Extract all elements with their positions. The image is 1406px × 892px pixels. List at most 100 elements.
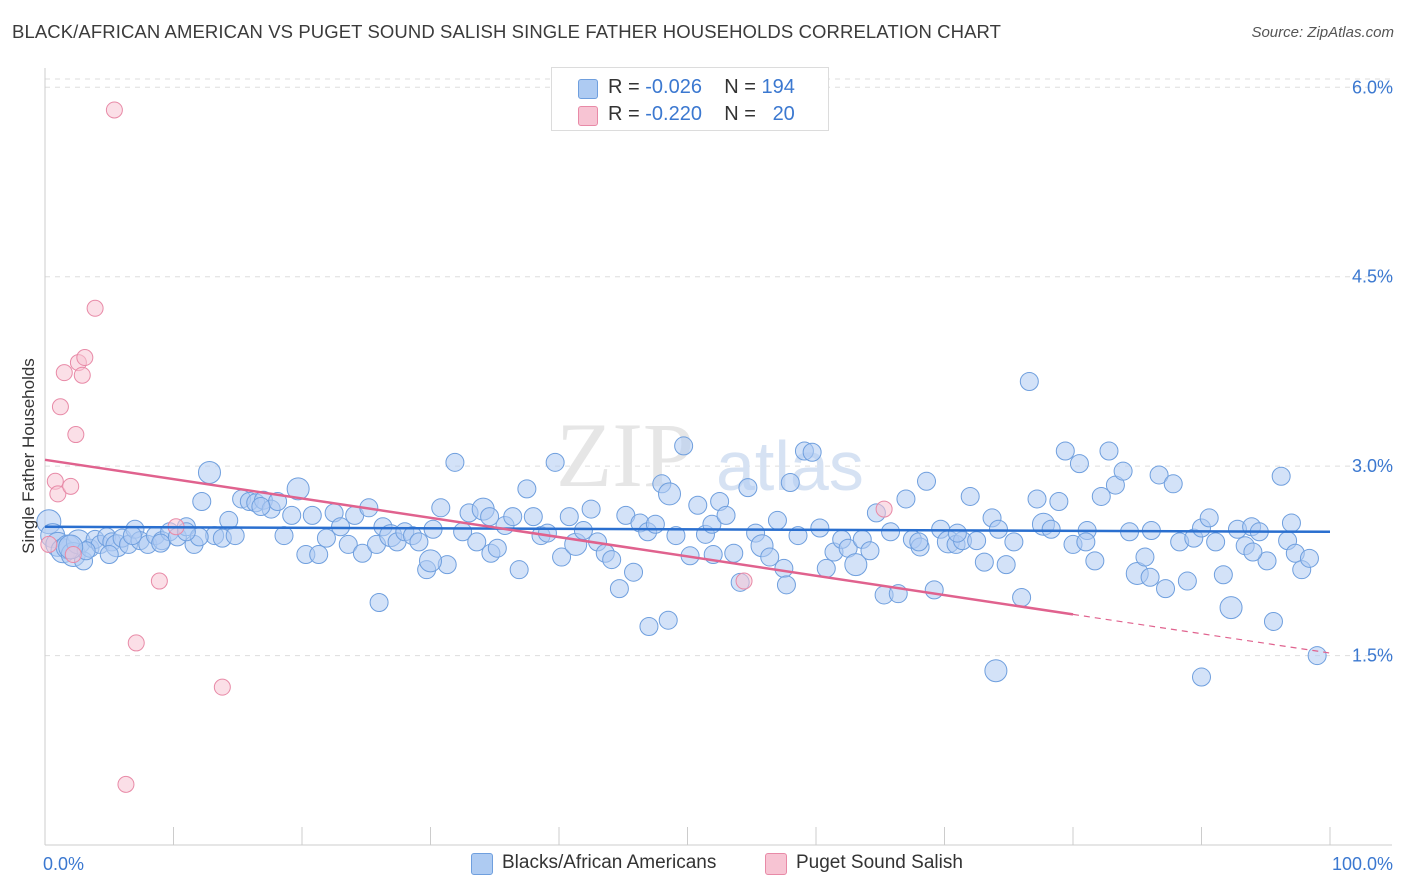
point-blacks (624, 562, 644, 582)
point-blacks (896, 489, 916, 509)
point-blacks (545, 452, 565, 472)
point-blacks (960, 486, 980, 506)
watermark-atlas: atlas (716, 427, 864, 505)
point-blacks (780, 473, 800, 493)
legend-r-label: R = (608, 76, 640, 98)
point-blacks (369, 593, 389, 613)
point-blacks (509, 560, 529, 580)
point-blacks (674, 436, 694, 456)
point-blacks (487, 538, 507, 558)
point-salish (49, 485, 67, 503)
point-blacks (251, 497, 271, 517)
trendline-salish (44, 458, 1074, 616)
point-blacks (1012, 587, 1032, 607)
point-blacks (767, 510, 787, 530)
point-blacks (1192, 667, 1211, 687)
trendline-salish-extension (1072, 613, 1331, 654)
legend-n-value: 194 (761, 76, 795, 98)
point-blacks (909, 532, 929, 552)
point-blacks (1199, 508, 1219, 528)
point-salish (73, 366, 91, 384)
x-tick-label-start: 0.0% (43, 854, 84, 874)
point-blacks (658, 610, 678, 630)
point-blacks (1243, 542, 1263, 562)
point-blacks (309, 545, 329, 565)
point-blacks (581, 499, 601, 519)
y-tick-label: 3.0% (1352, 456, 1393, 476)
bottom-legend-swatch-blue (471, 853, 493, 875)
point-blacks (552, 547, 572, 567)
point-salish (213, 678, 231, 696)
point-salish (117, 775, 135, 793)
point-blacks (776, 575, 796, 595)
point-blacks (996, 555, 1016, 575)
point-blacks (658, 482, 682, 506)
point-salish (76, 349, 94, 367)
point-blacks (609, 579, 629, 599)
point-blacks (1271, 466, 1291, 486)
bottom-legend-label-salish: Puget Sound Salish (796, 852, 963, 873)
point-blacks (1213, 565, 1233, 585)
point-blacks (666, 526, 686, 546)
point-blacks (1019, 372, 1039, 392)
point-blacks (984, 659, 1008, 683)
point-blacks (602, 550, 622, 570)
point-blacks (1263, 611, 1283, 631)
stats-legend: R = -0.026 N = 194 R = -0.220 N = 20 (551, 67, 829, 131)
trendline-blacks (44, 525, 1331, 534)
legend-n-label: N = (724, 76, 756, 98)
y-tick-label: 1.5% (1352, 646, 1393, 666)
point-blacks (1085, 551, 1105, 571)
point-blacks (1307, 646, 1327, 666)
legend-swatch-pink (578, 106, 598, 126)
point-salish (40, 535, 58, 553)
point-blacks (352, 543, 372, 563)
point-blacks (480, 507, 500, 527)
point-blacks (274, 526, 294, 546)
point-salish (55, 364, 73, 382)
point-blacks (639, 617, 659, 637)
point-blacks (1206, 532, 1226, 552)
point-salish (875, 500, 893, 518)
point-blacks (503, 507, 523, 527)
point-salish (62, 477, 80, 495)
point-blacks (788, 526, 808, 546)
point-blacks (409, 532, 429, 552)
point-salish (67, 426, 85, 444)
legend-r-value: -0.026 (645, 76, 702, 98)
point-blacks (947, 523, 967, 543)
point-salish (127, 634, 145, 652)
point-blacks (774, 558, 794, 578)
legend-r-value: -0.220 (645, 103, 702, 125)
legend-r-label: R = (608, 103, 640, 125)
point-salish (735, 572, 753, 590)
point-blacks (1140, 567, 1160, 587)
y-tick-label: 4.5% (1352, 267, 1393, 287)
point-blacks (419, 549, 442, 573)
point-blacks (1113, 461, 1133, 481)
point-blacks (1027, 489, 1047, 509)
point-blacks (338, 534, 358, 554)
source-credit: Source: ZipAtlas.com (1251, 24, 1394, 41)
point-blacks (810, 518, 830, 538)
point-blacks (1281, 513, 1301, 533)
point-blacks (645, 514, 665, 534)
y-axis-label: Single Father Households (19, 358, 38, 554)
point-blacks (917, 471, 937, 491)
point-blacks (151, 533, 171, 553)
point-blacks (517, 479, 537, 499)
point-blacks (122, 526, 142, 546)
point-blacks (559, 507, 579, 527)
point-blacks (802, 442, 822, 462)
point-blacks (192, 491, 212, 511)
point-salish (105, 101, 123, 119)
point-blacks (1299, 548, 1319, 568)
point-blacks (1004, 532, 1024, 552)
y-tick-label: 6.0% (1352, 77, 1393, 97)
point-blacks (724, 543, 744, 563)
point-blacks (197, 460, 221, 484)
legend-n-value: 20 (772, 103, 795, 125)
point-blacks (1049, 491, 1069, 511)
legend-n-label: N = (724, 103, 756, 125)
